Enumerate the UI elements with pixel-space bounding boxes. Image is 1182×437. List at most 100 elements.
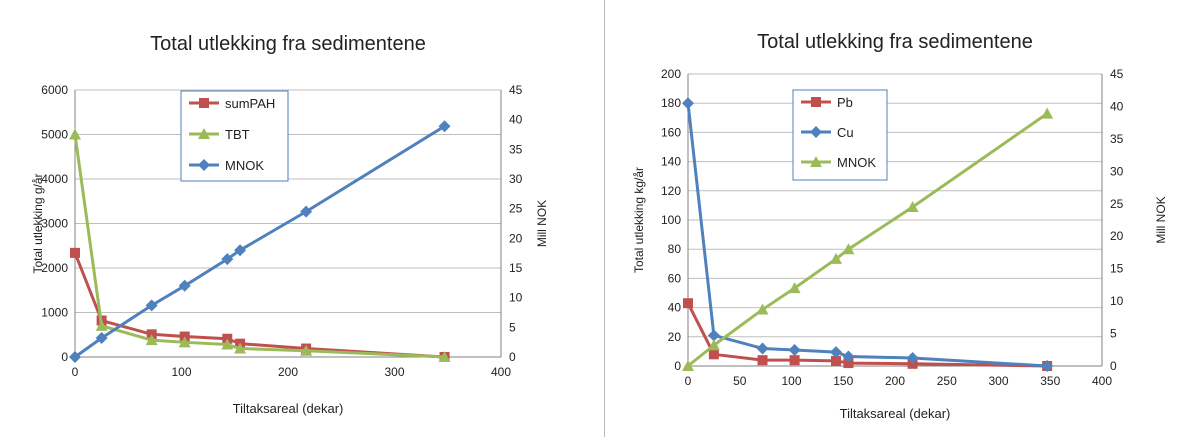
y-tick-label: 6000 — [41, 83, 68, 97]
x-tick-label: 200 — [278, 365, 298, 379]
data-point — [906, 351, 919, 364]
data-point — [145, 334, 158, 346]
y2-tick-label: 20 — [509, 231, 523, 245]
y2-tick-label: 0 — [1110, 359, 1117, 373]
y2-axis-label: Mill NOK — [1154, 196, 1168, 243]
legend-label: MNOK — [837, 155, 876, 170]
y-tick-label: 3000 — [41, 217, 68, 231]
y2-tick-label: 5 — [1110, 327, 1117, 341]
data-point — [843, 358, 854, 369]
y-tick-label: 80 — [668, 242, 682, 256]
data-point — [234, 342, 247, 354]
legend: Pb Cu MNOK — [792, 89, 888, 181]
chart-panel-left: Total utlekking fra sedimentene 0 1000 2000… — [31, 0, 605, 437]
y-tick-label: 1000 — [41, 306, 68, 320]
series-mnok — [682, 107, 1054, 371]
data-point — [842, 350, 855, 363]
chart-title: Total utlekking fra sedimentene — [150, 33, 426, 55]
data-point — [906, 201, 919, 213]
series-line — [687, 112, 1049, 368]
data-point — [756, 342, 769, 355]
data-point — [145, 299, 158, 312]
data-point — [178, 279, 191, 292]
data-point — [221, 253, 234, 266]
data-point — [683, 298, 693, 309]
y-tick-label: 100 — [661, 213, 681, 227]
data-point — [788, 343, 801, 356]
y2-tick-label: 40 — [1110, 99, 1124, 113]
x-tick-label: 100 — [781, 374, 801, 388]
data-point — [69, 128, 81, 140]
y-axis-label: Total utlekking kg/år — [632, 167, 646, 273]
legend-label: Pb — [837, 95, 853, 110]
y2-tick-label: 45 — [1110, 67, 1124, 81]
x-tick-label: 350 — [1040, 374, 1060, 388]
x-axis-label: Tiltaksareal (dekar) — [233, 401, 344, 416]
data-point — [682, 97, 694, 110]
y2-tick-label: 40 — [509, 113, 523, 127]
y-tick-label: 60 — [668, 271, 682, 285]
data-point — [221, 338, 234, 350]
y-tick-label: 180 — [661, 96, 681, 110]
y2-tick-label: 35 — [509, 142, 523, 156]
y2-tick-label: 0 — [509, 350, 516, 364]
y-tick-label: 200 — [661, 67, 681, 81]
data-point — [707, 329, 720, 342]
y2-tick-label: 30 — [1110, 164, 1124, 178]
y2-tick-label: 35 — [1110, 132, 1124, 146]
data-point — [300, 205, 313, 218]
y-tick-label: 140 — [661, 155, 681, 169]
y2-axis-label: Mill NOK — [535, 200, 549, 247]
x-tick-label: 0 — [685, 374, 692, 388]
y-axis-label: Total utlekking g/år — [31, 173, 45, 273]
y2-tick-label: 10 — [509, 291, 523, 305]
x-tick-label: 400 — [491, 365, 511, 379]
data-point — [95, 319, 108, 331]
chart-title: Total utlekking fra sedimentene — [757, 31, 1033, 53]
x-tick-label: 100 — [171, 365, 191, 379]
series-tbt — [69, 128, 451, 362]
series-pb — [683, 298, 1053, 371]
series-line — [74, 124, 446, 359]
y-tick-label: 4000 — [41, 172, 68, 186]
y-tick-label: 0 — [61, 350, 68, 364]
data-point — [234, 244, 247, 257]
data-point — [95, 332, 108, 345]
data-point — [831, 355, 842, 366]
y-tick-label: 2000 — [41, 261, 68, 275]
data-point — [1041, 107, 1054, 119]
x-tick-label: 50 — [733, 374, 747, 388]
y2-tick-label: 25 — [509, 202, 523, 216]
y-tick-label: 5000 — [41, 128, 68, 142]
chart-panel-right: Total utlekking fra sedimentene 0 20 40 60 80… — [605, 0, 1182, 437]
y-tick-label: 160 — [661, 125, 681, 139]
legend-swatch-marker — [811, 97, 821, 107]
legend-box — [792, 89, 888, 181]
legend-swatch-marker — [199, 98, 209, 108]
chart-right: Total utlekking fra sedimentene 0 20 40 60 80… — [632, 31, 1168, 421]
legend-label: Cu — [837, 125, 854, 140]
x-tick-label: 300 — [384, 365, 404, 379]
x-tick-label: 0 — [72, 365, 79, 379]
x-tick-label: 250 — [937, 374, 957, 388]
y2-tick-label: 15 — [509, 261, 523, 275]
series-line — [73, 252, 445, 359]
legend-label: MNOK — [225, 158, 264, 173]
data-point — [830, 252, 843, 264]
x-tick-label: 150 — [833, 374, 853, 388]
data-point — [830, 346, 843, 359]
data-point — [707, 339, 720, 351]
series-line — [686, 302, 1048, 368]
y-tick-label: 40 — [668, 301, 682, 315]
data-point — [842, 243, 855, 255]
legend-swatch-marker — [198, 159, 210, 171]
y2-tick-label: 10 — [1110, 294, 1124, 308]
data-point — [708, 349, 719, 360]
x-axis-label: Tiltaksareal (dekar) — [840, 406, 951, 421]
data-point — [300, 344, 313, 356]
series-sumpah — [70, 247, 450, 362]
y-tick-label: 20 — [668, 330, 682, 344]
data-point — [682, 360, 694, 371]
legend-label: sumPAH — [225, 96, 275, 111]
x-tick-label: 300 — [988, 374, 1008, 388]
